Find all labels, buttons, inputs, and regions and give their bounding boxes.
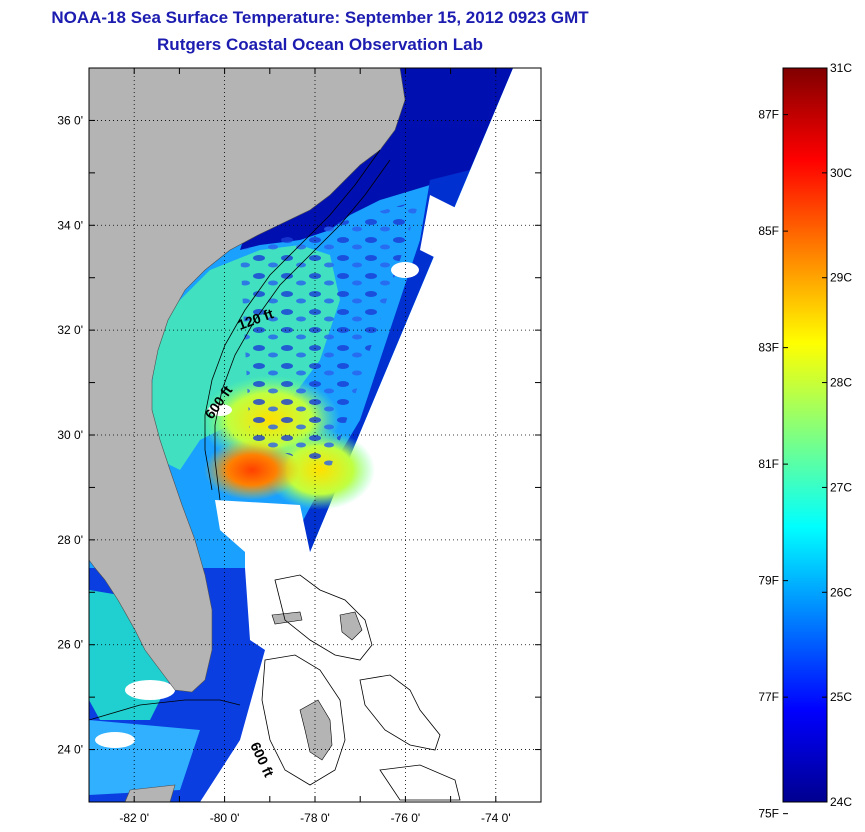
- plot-frame: [88, 67, 542, 803]
- colorbar-labels: 31C 30C 29C 28C 27C 26C 25C 24C 87F 85F 83F 81F 79F 7…: [758, 61, 852, 821]
- colorbar-fahrenheit-label: 77F: [758, 690, 779, 704]
- lon-tick-label: -76 0': [391, 811, 421, 825]
- colorbar-celsius-label: 28C: [830, 376, 852, 390]
- bathymetry-contours: [89, 149, 461, 801]
- colorbar: [782, 67, 828, 803]
- lat-tick-label: 28 0': [57, 533, 83, 547]
- lat-lon-grid: [89, 68, 541, 802]
- colorbar-fahrenheit-label: 79F: [758, 574, 779, 588]
- cloud-speckle: [240, 200, 420, 470]
- cloud-mask-2: [391, 262, 419, 278]
- lon-tick-label: -78 0': [300, 811, 330, 825]
- cloud-mask-1: [420, 195, 460, 260]
- colorbar-celsius-label: 30C: [830, 166, 852, 180]
- sst-data-layer: 120 ft 600 ft 600 ft: [89, 68, 513, 802]
- cold-band-east: [290, 170, 470, 552]
- island-abaco: [339, 611, 363, 641]
- island-cuba-edge: [124, 784, 176, 802]
- land-mass: [89, 68, 406, 693]
- cloud-mask-4: [215, 500, 310, 552]
- warm-patch-gulf-stream: [204, 440, 300, 500]
- colorbar-celsius-label: 24C: [830, 795, 852, 809]
- axis-ticks: 24 0' 26 0' 28 0' 30 0' 32 0' 34 0' 36 0' -82 0…: [57, 68, 541, 825]
- colorbar-celsius-label: 29C: [830, 271, 852, 285]
- colorbar-celsius-label: 27C: [830, 480, 852, 494]
- colorbar-fahrenheit-label: 83F: [758, 341, 779, 355]
- cloud-mask-6: [95, 732, 135, 748]
- lat-tick-label: 24 0': [57, 743, 83, 757]
- colorbar-fahrenheit-label: 75F: [758, 807, 779, 821]
- map-title: NOAA-18 Sea Surface Temperature: Septemb…: [51, 8, 589, 27]
- lon-tick-label: -74 0': [481, 811, 511, 825]
- colorbar-fahrenheit-label: 85F: [758, 224, 779, 238]
- lat-tick-label: 30 0': [57, 428, 83, 442]
- colorbar-celsius-label: 25C: [830, 690, 852, 704]
- colorbar-fahrenheit-label: 81F: [758, 457, 779, 471]
- lat-tick-label: 32 0': [57, 323, 83, 337]
- colorbar-fahrenheit-label: 87F: [758, 108, 779, 122]
- lat-tick-label: 26 0': [57, 638, 83, 652]
- lon-tick-label: -80 0': [210, 811, 240, 825]
- map-subtitle: Rutgers Coastal Ocean Observation Lab: [157, 35, 483, 54]
- island-andros: [299, 699, 333, 761]
- colorbar-celsius-label: 31C: [830, 61, 852, 75]
- cloud-mask-5: [125, 680, 175, 700]
- lon-tick-label: -82 0': [119, 811, 149, 825]
- lat-tick-label: 34 0': [57, 218, 83, 232]
- lat-tick-label: 36 0': [57, 113, 83, 127]
- cloud-mask-3: [208, 404, 232, 416]
- island-grand-bahama: [271, 611, 303, 625]
- colorbar-celsius-label: 26C: [830, 585, 852, 599]
